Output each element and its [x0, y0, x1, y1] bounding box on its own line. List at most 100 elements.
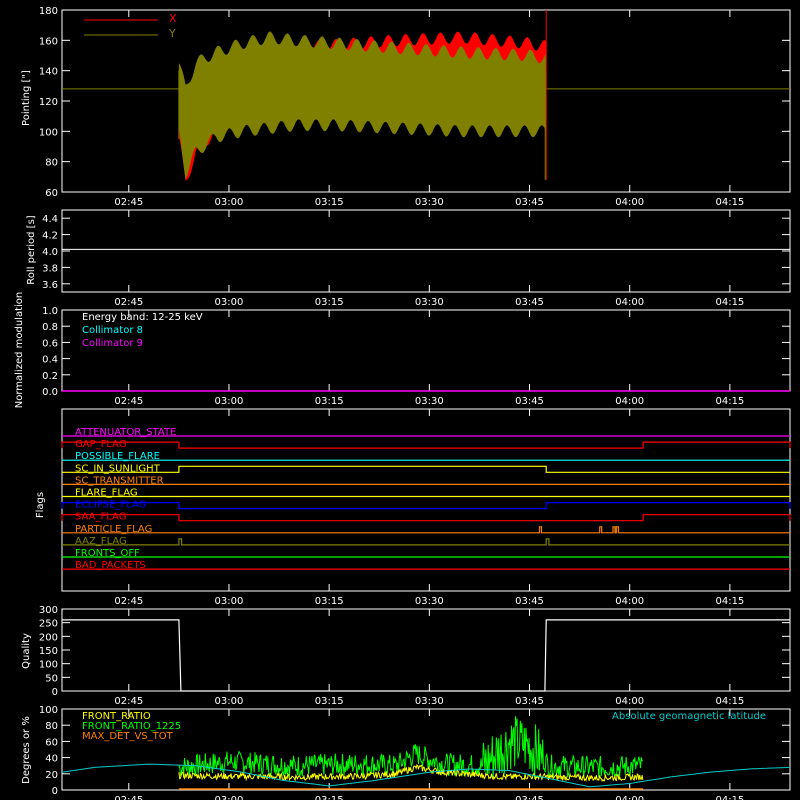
collimator-8-label: Collimator 8 — [82, 325, 143, 336]
quality-ytick-label: 300 — [39, 605, 58, 616]
modulation-ylabel: Normalized modulation — [14, 292, 25, 409]
roll-ytick-label: 3.8 — [42, 263, 58, 274]
flags-frame — [61, 408, 791, 592]
quality-ytick-label: 200 — [39, 632, 58, 643]
quality-ytick-label: 0 — [52, 687, 58, 698]
quality-xtick-label: 04:00 — [615, 696, 644, 707]
roll-xtick-label: 03:15 — [315, 297, 344, 308]
roll-ytick-label: 4.2 — [42, 231, 58, 242]
pointing-ytick-label: 60 — [45, 188, 58, 199]
quality-ytick-label: 250 — [39, 619, 58, 630]
pointing-xtick-label: 03:30 — [415, 197, 444, 208]
flag-line-eclipse-flag — [61, 502, 791, 510]
front-ratio-1225-legend: FRONT_RATIO_1225 — [82, 721, 181, 732]
ratio-ytick-label: 100 — [39, 705, 58, 716]
flag-label-particle-flag: PARTICLE_FLAG — [75, 524, 152, 535]
modulation-xtick-label: 03:45 — [515, 396, 544, 407]
roll-xtick-label: 04:00 — [615, 297, 644, 308]
modulation-xtick-label: 02:45 — [114, 396, 143, 407]
pointing-xtick-label: 04:00 — [615, 197, 644, 208]
quality-xtick-label: 02:45 — [114, 696, 143, 707]
quality-xtick-label: 03:15 — [315, 696, 344, 707]
quality-panel: Quality 02:45 03:00 03:15 03:30 03:45 04:00 04… — [21, 605, 791, 707]
modulation-ytick-label: 0.4 — [42, 355, 58, 366]
ratio-xtick-label: 03:30 — [415, 795, 444, 800]
pointing-xtick-label: 04:15 — [715, 197, 744, 208]
flag-label-bad-packets: BAD_PACKETS — [75, 560, 146, 571]
modulation-ytick-label: 1.0 — [42, 306, 58, 317]
ratio-xtick-label: 02:45 — [114, 795, 143, 800]
pointing-panel: Pointing ["] X Y 02:45 03:00 03:15 03:30 03:… — [21, 6, 791, 208]
flags-xtick-label: 04:15 — [715, 596, 744, 607]
energy-band-label: Energy band: 12-25 keV — [82, 312, 203, 323]
modulation-xtick-label: 03:30 — [415, 396, 444, 407]
geomag-latitude-label: Absolute geomagnetic latitude — [612, 711, 766, 722]
roll-ytick-label: 4.4 — [42, 214, 58, 225]
quality-ytick-label: 50 — [45, 673, 58, 684]
ratio-panel: Degrees or % FRONT_RATIO FRONT_RATIO_122… — [21, 705, 791, 800]
roll-period-panel: Roll period [s] 02:45 03:00 03:15 03:30 03:4… — [26, 209, 791, 308]
flag-label-sc-transmitter: SC_TRANSMITTER — [75, 475, 164, 486]
flags-panel: Flags 02:45 03:00 03:15 03:30 03:45 04:00 04:1… — [35, 408, 791, 607]
flags-xtick-label: 03:00 — [215, 596, 244, 607]
flag-label-fronts-off: FRONTS_OFF — [75, 548, 140, 559]
flags-ylabel: Flags — [35, 492, 46, 518]
flag-label-attenuator-state: ATTENUATOR_STATE — [75, 427, 176, 438]
pointing-xtick-label: 03:00 — [215, 197, 244, 208]
collimator-9-label: Collimator 9 — [82, 338, 143, 349]
ratio-ytick-label: 20 — [45, 770, 58, 781]
modulation-panel: Normalized modulation Energy band: 12-25… — [14, 292, 791, 409]
flag-line-particle-flag — [62, 526, 790, 534]
ratio-ytick-label: 40 — [45, 754, 58, 765]
quality-ylabel: Quality — [21, 633, 32, 669]
roll-period-ylabel: Roll period [s] — [26, 215, 37, 284]
pointing-ytick-label: 140 — [39, 67, 58, 78]
quality-line — [62, 619, 790, 692]
roll-xtick-label: 03:00 — [215, 297, 244, 308]
quality-ytick-label: 100 — [39, 660, 58, 671]
pointing-ytick-label: 120 — [39, 97, 58, 108]
flags-xtick-label: 04:00 — [615, 596, 644, 607]
ratio-ytick-label: 60 — [45, 737, 58, 748]
ratio-xtick-label: 04:00 — [615, 795, 644, 800]
front-ratio-1225-line — [178, 716, 644, 779]
ratio-xtick-label: 03:45 — [515, 795, 544, 800]
flags-xtick-label: 03:30 — [415, 596, 444, 607]
roll-ytick-label: 4.0 — [42, 247, 58, 258]
flag-line-saa-flag — [61, 514, 791, 522]
modulation-ytick-label: 0.0 — [42, 387, 58, 398]
flags-xtick-label: 03:15 — [315, 596, 344, 607]
flag-label-eclipse-flag: ECLIPSE_FLAG — [75, 500, 146, 511]
max-det-legend: MAX_DET_VS_TOT — [82, 731, 174, 742]
pointing-ytick-label: 100 — [39, 127, 58, 138]
roll-ytick-label: 3.6 — [42, 280, 58, 291]
ratio-xtick-label: 03:00 — [215, 795, 244, 800]
quality-xtick-label: 03:45 — [515, 696, 544, 707]
modulation-ytick-label: 0.2 — [42, 371, 58, 382]
geomag-latitude-line — [61, 763, 791, 788]
modulation-xtick-label: 04:15 — [715, 396, 744, 407]
flag-label-flare-flag: FLARE_FLAG — [75, 488, 138, 499]
flag-line-aaz-flag — [62, 538, 790, 546]
modulation-ytick-label: 0.6 — [42, 338, 58, 349]
pointing-ytick-label: 160 — [39, 36, 58, 47]
ratio-ylabel: Degrees or % — [21, 716, 32, 784]
pointing-xtick-label: 03:15 — [315, 197, 344, 208]
ratio-xtick-label: 04:15 — [715, 795, 744, 800]
modulation-xtick-label: 03:00 — [215, 396, 244, 407]
flag-label-sc-in-sunlight: SC_IN_SUNLIGHT — [75, 463, 161, 474]
roll-xtick-label: 03:45 — [515, 297, 544, 308]
flag-label-aaz-flag: AAZ_FLAG — [75, 536, 127, 547]
roll-xtick-label: 03:30 — [415, 297, 444, 308]
quality-xtick-label: 03:00 — [215, 696, 244, 707]
ratio-frame — [61, 708, 791, 791]
ratio-ytick-label: 0 — [52, 786, 58, 797]
modulation-xtick-label: 03:15 — [315, 396, 344, 407]
ratio-ytick-label: 80 — [45, 721, 58, 732]
pointing-xtick-label: 03:45 — [515, 197, 544, 208]
ratio-xtick-label: 03:15 — [315, 795, 344, 800]
quality-ytick-label: 150 — [39, 646, 58, 657]
flag-label-gap-flag: GAP_FLAG — [75, 439, 127, 450]
